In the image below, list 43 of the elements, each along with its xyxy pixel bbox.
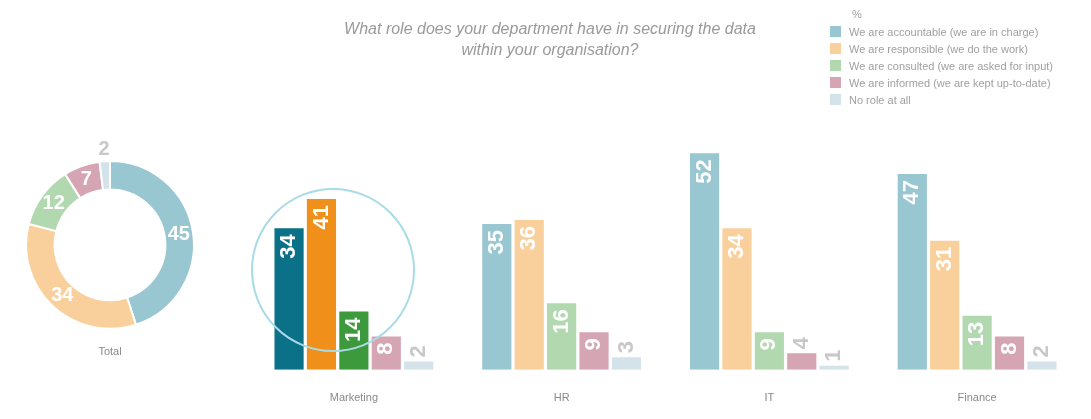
data-label: 9 bbox=[755, 338, 781, 351]
legend-label: No role at all bbox=[849, 93, 911, 106]
data-label: 8 bbox=[372, 342, 398, 355]
data-label: 16 bbox=[547, 309, 573, 334]
bar bbox=[897, 174, 927, 370]
legend-label: We are accountable (we are in charge) bbox=[849, 25, 1039, 38]
data-label: 8 bbox=[995, 342, 1021, 355]
data-label: 34 bbox=[723, 233, 749, 259]
x-tick-label: Marketing bbox=[329, 391, 379, 404]
data-label: 12 bbox=[42, 191, 65, 214]
data-label: 34 bbox=[275, 233, 301, 259]
legend-title: % bbox=[852, 8, 863, 22]
bar bbox=[274, 228, 304, 370]
data-label: 14 bbox=[339, 316, 365, 342]
bar bbox=[514, 219, 544, 370]
data-label: 9 bbox=[580, 338, 606, 351]
bar bbox=[1027, 361, 1057, 370]
bar bbox=[404, 361, 434, 370]
data-label: 35 bbox=[482, 230, 508, 255]
legend-label: We are consulted (we are asked for input) bbox=[849, 59, 1054, 72]
data-label: 7 bbox=[80, 166, 92, 189]
text: Total bbox=[98, 345, 122, 358]
legend-label: We are informed (we are kept up-to-date) bbox=[849, 76, 1051, 89]
bar bbox=[787, 353, 817, 370]
bar bbox=[930, 240, 960, 370]
bar bbox=[482, 224, 512, 370]
bar bbox=[611, 357, 642, 370]
x-tick-label: IT bbox=[764, 391, 775, 404]
x-tick-label: HR bbox=[553, 391, 570, 404]
data-label: 36 bbox=[515, 225, 541, 251]
bar bbox=[722, 228, 752, 370]
bar bbox=[689, 153, 720, 370]
data-label: 45 bbox=[167, 221, 190, 244]
data-label: 31 bbox=[930, 246, 956, 272]
data-label: 41 bbox=[307, 205, 333, 230]
x-tick-label: Finance bbox=[957, 391, 997, 404]
data-label: 47 bbox=[898, 180, 924, 205]
data-label: 52 bbox=[690, 159, 716, 184]
data-label: 13 bbox=[963, 321, 989, 347]
legend-label: We are responsible (we do the work) bbox=[849, 42, 1028, 55]
chart-title: What role does your department have in securing the data within your organisation? bbox=[343, 19, 757, 60]
bar bbox=[306, 199, 337, 370]
data-label: 34 bbox=[51, 283, 75, 306]
